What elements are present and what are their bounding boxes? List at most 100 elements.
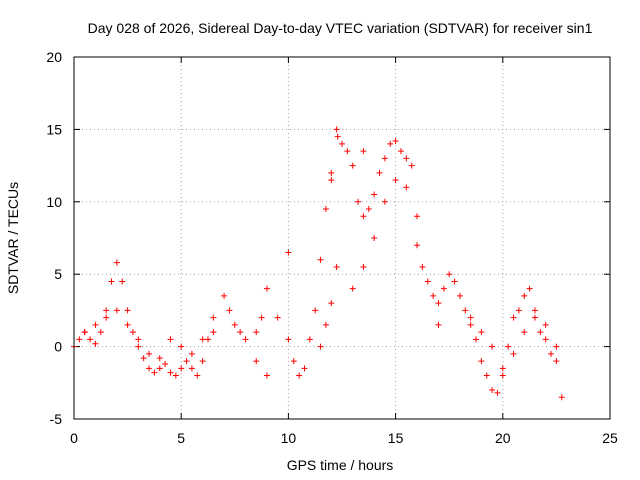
data-point	[156, 355, 163, 362]
data-point	[92, 321, 99, 328]
data-point	[499, 372, 506, 379]
data-point	[478, 358, 485, 365]
y-axis-label: SDTVAR / TECUs	[5, 182, 21, 294]
data-point	[360, 213, 367, 220]
data-point	[521, 292, 528, 299]
data-points	[71, 126, 565, 401]
data-point	[172, 372, 179, 379]
data-point	[81, 329, 88, 336]
data-point	[285, 336, 292, 343]
x-tick-label: 0	[70, 430, 78, 446]
data-point	[113, 307, 120, 314]
data-point	[290, 358, 297, 365]
data-point	[146, 350, 153, 357]
data-point	[119, 278, 126, 285]
gridlines	[74, 57, 610, 419]
data-point	[199, 336, 206, 343]
data-point	[456, 292, 463, 299]
data-point	[113, 259, 120, 266]
data-point	[505, 343, 512, 350]
data-point	[483, 372, 490, 379]
y-tick-label: 0	[54, 339, 62, 355]
x-axis-label: GPS time / hours	[287, 457, 394, 473]
data-point	[317, 343, 324, 350]
data-point	[328, 300, 335, 307]
chart-title: Day 028 of 2026, Sidereal Day-to-day VTE…	[88, 20, 593, 36]
data-point	[333, 126, 340, 133]
x-tick-label: 15	[388, 430, 404, 446]
data-point	[322, 321, 329, 328]
axis-ticks	[73, 56, 611, 420]
data-point	[403, 184, 410, 191]
data-point	[226, 307, 233, 314]
data-point	[440, 285, 447, 292]
data-point	[221, 292, 228, 299]
data-point	[231, 321, 238, 328]
data-point	[274, 314, 281, 321]
data-point	[124, 307, 131, 314]
data-point	[146, 365, 153, 372]
data-point	[371, 191, 378, 198]
data-point	[108, 278, 115, 285]
data-point	[376, 169, 383, 176]
data-point	[387, 140, 394, 147]
data-point	[419, 263, 426, 270]
data-point	[414, 242, 421, 249]
data-point	[349, 162, 356, 169]
data-point	[344, 148, 351, 155]
data-point	[301, 365, 308, 372]
data-point	[392, 177, 399, 184]
data-point	[489, 343, 496, 350]
data-point	[333, 263, 340, 270]
data-point	[188, 365, 195, 372]
data-point	[151, 369, 158, 376]
data-point	[403, 155, 410, 162]
data-point	[553, 343, 560, 350]
data-point	[435, 321, 442, 328]
data-point	[194, 372, 201, 379]
y-tick-label: -5	[50, 411, 63, 427]
data-point	[178, 365, 185, 372]
data-point	[306, 336, 313, 343]
data-point	[199, 358, 206, 365]
data-point	[263, 285, 270, 292]
data-point	[156, 365, 163, 372]
data-point	[424, 278, 431, 285]
data-point	[451, 278, 458, 285]
data-point	[253, 329, 260, 336]
data-point	[140, 355, 147, 362]
y-tick-label: 15	[46, 121, 62, 137]
data-point	[135, 336, 142, 343]
data-point	[435, 300, 442, 307]
data-point	[135, 343, 142, 350]
y-tick-label: 10	[46, 194, 62, 210]
data-point	[499, 365, 506, 372]
x-tick-label: 5	[177, 430, 185, 446]
data-point	[328, 169, 335, 176]
data-point	[103, 307, 110, 314]
x-tick-label: 10	[281, 430, 297, 446]
data-point	[467, 314, 474, 321]
data-point	[365, 206, 372, 213]
data-point	[531, 314, 538, 321]
data-point	[478, 329, 485, 336]
data-point	[167, 336, 174, 343]
data-point	[510, 314, 517, 321]
data-point	[531, 307, 538, 314]
data-point	[237, 329, 244, 336]
data-point	[515, 307, 522, 314]
data-point	[360, 263, 367, 270]
data-point	[263, 372, 270, 379]
data-point	[537, 329, 544, 336]
data-point	[558, 394, 565, 401]
data-point	[510, 350, 517, 357]
data-point	[97, 329, 104, 336]
x-tick-labels: 0 5 10 15 20 25	[70, 430, 618, 446]
data-point	[317, 256, 324, 263]
data-point	[334, 133, 341, 140]
data-point	[430, 292, 437, 299]
data-point	[285, 249, 292, 256]
data-point	[242, 336, 249, 343]
data-point	[210, 329, 217, 336]
